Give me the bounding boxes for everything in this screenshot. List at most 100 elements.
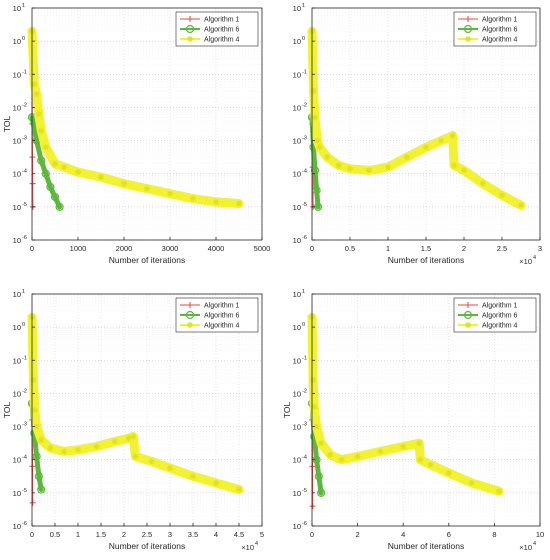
y-tick-exponent: 0: [22, 322, 25, 328]
y-tick-exponent: -4: [22, 455, 27, 461]
legend-label: Algorithm 6: [204, 27, 240, 34]
y-tick-label: 10: [13, 522, 21, 531]
data-point: [30, 377, 37, 384]
data-point: [31, 407, 38, 413]
data-point: [125, 435, 132, 442]
data-point-d2: [318, 440, 324, 446]
y-tick-label: 10: [293, 522, 301, 531]
y-tick-exponent: -3: [302, 136, 307, 142]
y-tick-exponent: -2: [302, 102, 307, 108]
data-point: [451, 162, 458, 169]
data-point: [366, 167, 372, 174]
data-point-d2: [213, 199, 219, 205]
x-tick-label: 5000: [254, 244, 271, 253]
data-point-d2: [32, 407, 38, 413]
x-multiplier-base: ×10: [519, 543, 532, 552]
data-point: [29, 463, 36, 470]
y-tick-exponent: -6: [302, 235, 307, 241]
data-point: [314, 137, 321, 144]
data-point: [29, 154, 36, 161]
legend-marker: [187, 302, 193, 308]
data-point-d2: [31, 81, 37, 87]
data-point: [404, 154, 410, 161]
data-point-d2: [38, 128, 44, 134]
x-multiplier-exponent: 4: [533, 255, 536, 261]
y-tick-exponent: -1: [302, 69, 307, 75]
data-point: [377, 448, 384, 455]
y-tick-label: 10: [293, 37, 301, 46]
data-point-d2: [416, 440, 422, 446]
data-point: [335, 162, 342, 169]
plot-area: [312, 294, 540, 526]
data-point-d2: [132, 453, 139, 460]
y-tick-label: 10: [13, 37, 21, 46]
y-tick-exponent: -6: [302, 521, 307, 527]
data-point: [167, 465, 173, 471]
data-point-d2: [311, 404, 317, 410]
data-point: [61, 448, 68, 455]
data-point-d2: [75, 447, 81, 453]
y-tick-label: 10: [13, 456, 21, 465]
x-tick-label: 0: [310, 530, 314, 539]
data-point: [61, 164, 68, 171]
data-point: [423, 144, 429, 151]
data-point: [416, 440, 423, 447]
data-point-d2: [451, 162, 457, 169]
data-point-d2: [236, 200, 242, 207]
legend: Algorithm 1 Algorithm 6 Algorithm 4: [175, 11, 259, 47]
x-multiplier-base: ×10: [241, 543, 254, 552]
y-tick-label: 10: [13, 170, 21, 179]
y-tick-exponent: 0: [302, 322, 305, 328]
data-point-d2: [496, 488, 502, 494]
data-point: [50, 192, 60, 202]
data-point: [37, 485, 46, 494]
data-point: [312, 114, 319, 121]
data-point: [33, 91, 40, 98]
legend: Algorithm 1 Algorithm 6 Algorithm 4: [453, 11, 537, 47]
data-point-d2: [38, 437, 44, 443]
y-tick-exponent: 1: [302, 289, 305, 295]
x-tick-label: 0: [310, 244, 314, 253]
data-point-d2: [112, 438, 118, 445]
data-point: [354, 453, 361, 460]
data-point: [38, 436, 45, 443]
y-tick-label: 10: [293, 137, 301, 146]
subplot-3: 0 0.5 1 1.5 2 2.5 3 3.5 4 4.5 510-610-510-410 -310-…: [2, 289, 264, 552]
data-point-d2: [43, 144, 49, 150]
data-point-d2: [121, 181, 127, 187]
series-markers-3: [29, 28, 242, 207]
data-point: [495, 488, 502, 495]
x-tick-label: 1.5: [421, 244, 431, 253]
x-axis-label: Number of iterations: [388, 255, 465, 265]
data-point-d2: [75, 169, 81, 175]
data-point-d2: [61, 164, 67, 170]
y-tick-exponent: -1: [22, 69, 27, 75]
x-tick-label: 2: [122, 530, 126, 539]
data-point-d2: [314, 137, 320, 144]
data-point: [213, 198, 219, 205]
data-point-d2: [47, 445, 54, 451]
data-point-d2: [438, 137, 444, 144]
x-tick-label: 10: [536, 530, 544, 539]
data-point-d2: [125, 435, 132, 441]
legend-label: Algorithm 4: [204, 323, 240, 330]
y-tick-label: 10: [13, 323, 21, 332]
data-point: [55, 202, 64, 211]
data-point: [385, 164, 391, 171]
data-point: [461, 167, 467, 174]
series-markers-3: [29, 314, 242, 493]
y-tick-label: 10: [293, 389, 301, 398]
data-point: [314, 472, 323, 481]
y-axis-label: TOL: [2, 402, 12, 419]
y-tick-label: 10: [293, 170, 301, 179]
data-point-d2: [385, 164, 391, 170]
legend-marker: [463, 310, 473, 320]
y-tick-exponent: -5: [302, 488, 307, 494]
data-point-d2: [190, 195, 196, 202]
data-point: [144, 185, 150, 192]
y-tick-label: 10: [293, 323, 301, 332]
y-tick-label: 10: [13, 70, 21, 79]
x-tick-label: 0.5: [50, 530, 60, 539]
